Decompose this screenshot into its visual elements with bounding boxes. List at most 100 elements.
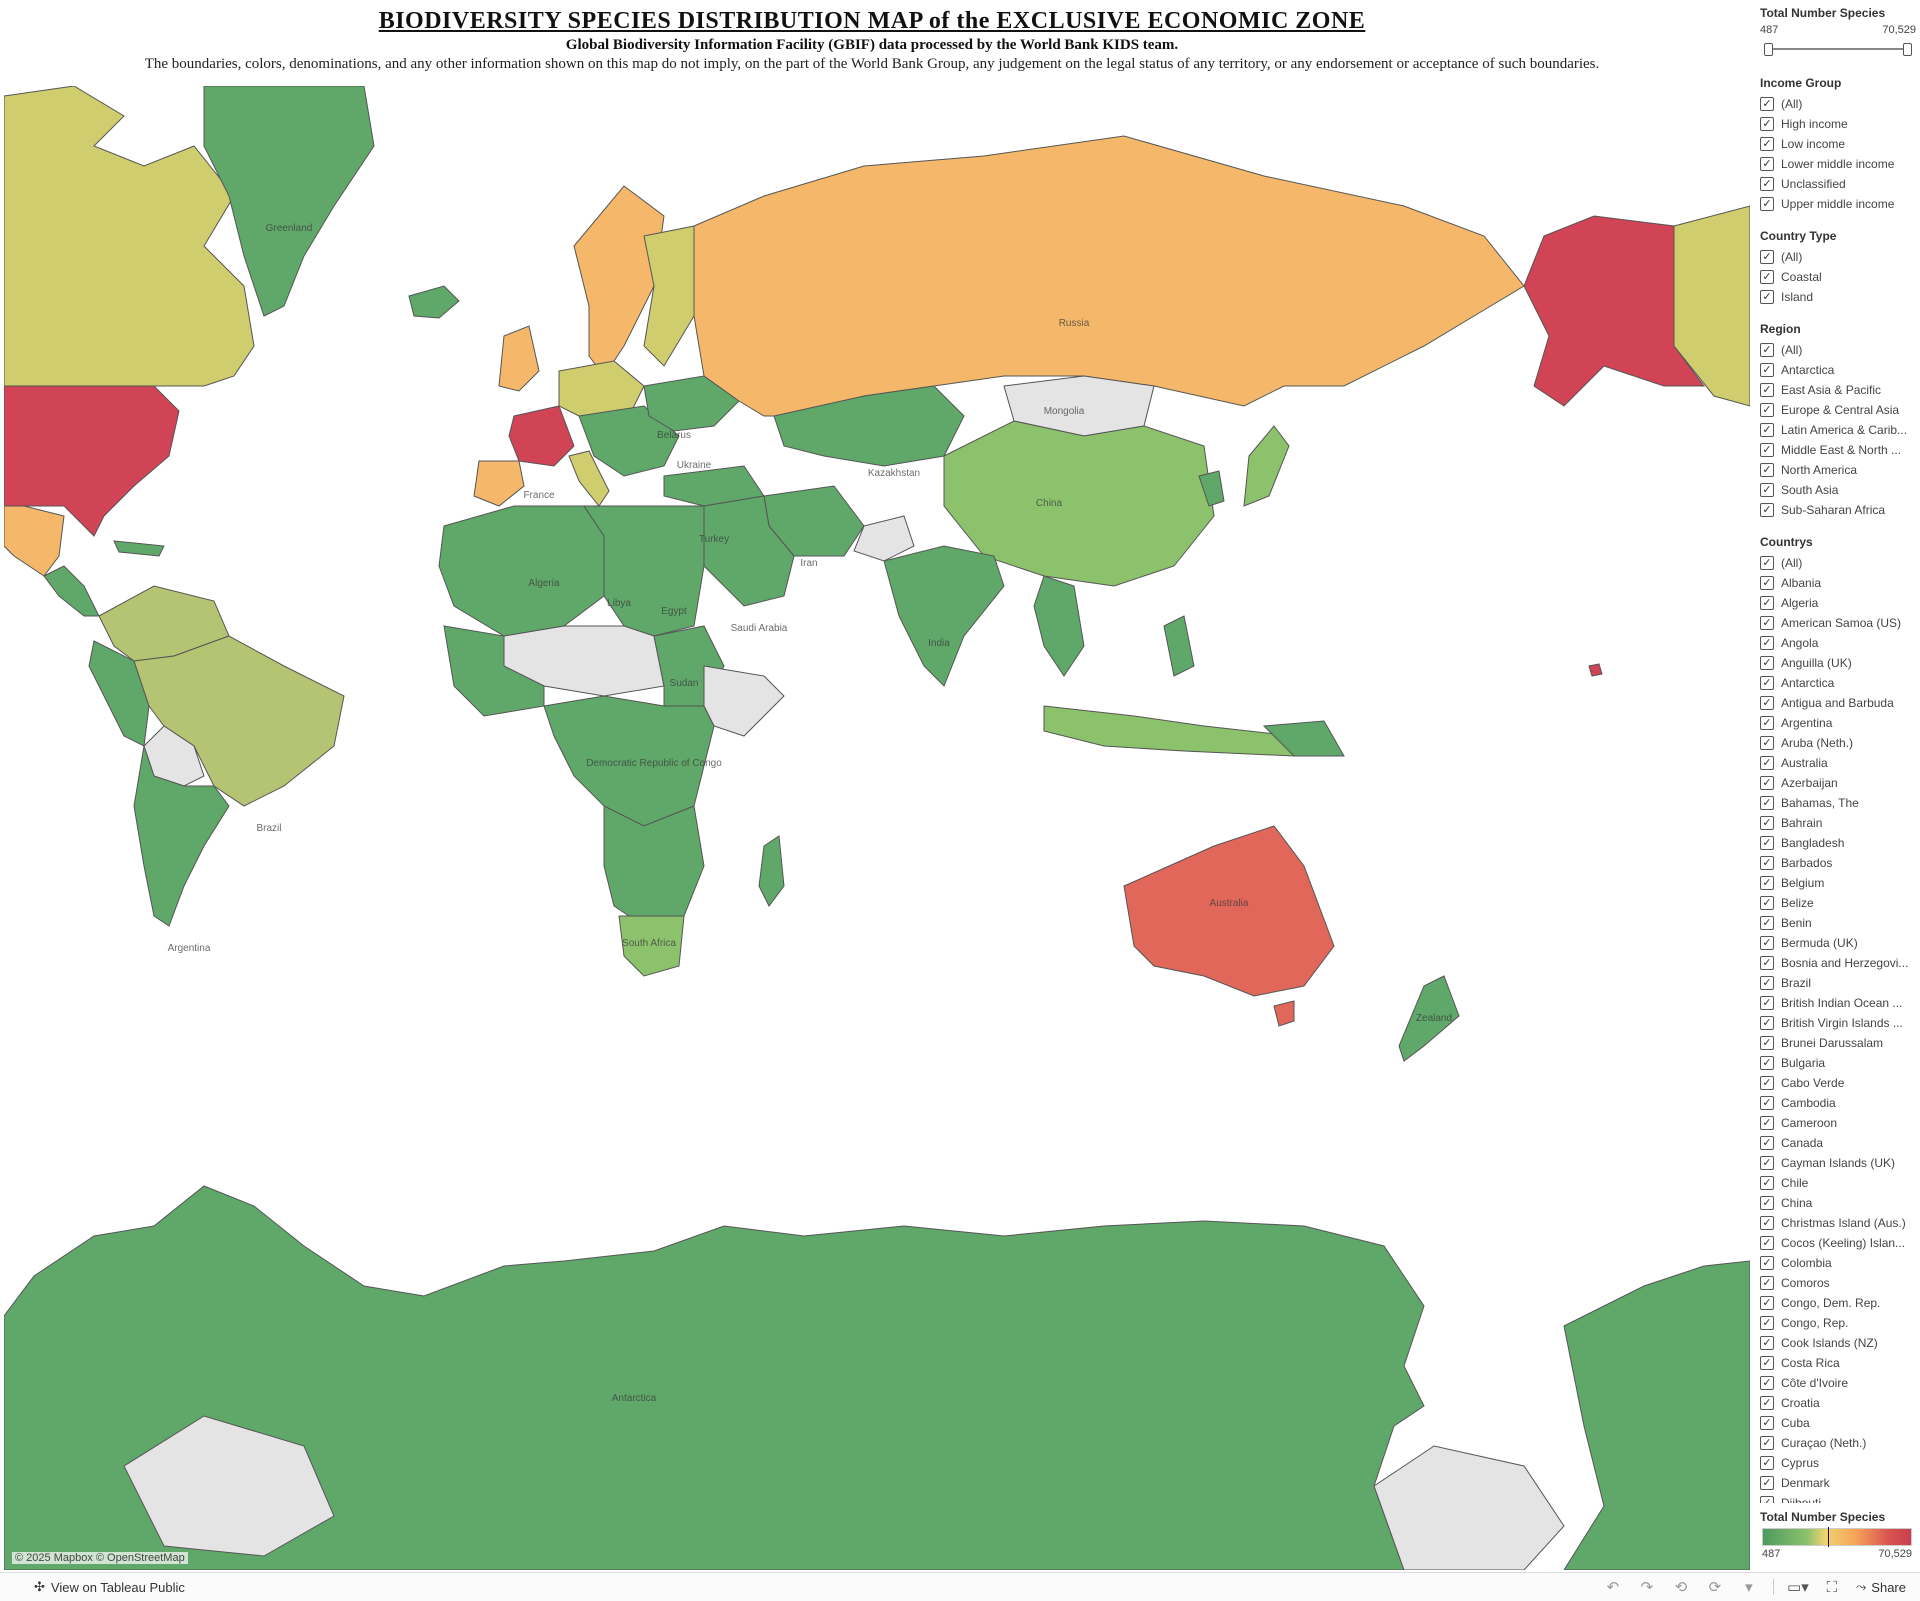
checkbox-checked-icon[interactable]: ✓	[1760, 97, 1774, 111]
scandinavia-region[interactable]	[573, 185, 665, 377]
chile-argentina-region[interactable]	[133, 745, 230, 927]
region-item[interactable]: ✓ Sub-Saharan Africa	[1760, 500, 1920, 520]
map-canvas[interactable]: Greenland Russia Mongolia China Kazakhst…	[4, 86, 1750, 1570]
checkbox-checked-icon[interactable]: ✓	[1760, 916, 1774, 930]
checkbox-checked-icon[interactable]: ✓	[1760, 816, 1774, 830]
horn-africa-region[interactable]	[703, 665, 785, 737]
se-asia-region[interactable]	[1033, 575, 1085, 677]
pause-dropdown-icon[interactable]: ▾	[1745, 1579, 1753, 1596]
uk-region[interactable]	[498, 325, 540, 392]
income-group-item[interactable]: ✓ Lower middle income	[1760, 154, 1920, 174]
checkbox-checked-icon[interactable]: ✓	[1760, 1196, 1774, 1210]
france-region[interactable]	[508, 405, 575, 467]
checkbox-checked-icon[interactable]: ✓	[1760, 1156, 1774, 1170]
country-item[interactable]: ✓ Côte d'Ivoire	[1760, 1373, 1920, 1393]
world-map[interactable]: Greenland Russia Mongolia China Kazakhst…	[4, 86, 1750, 1570]
checkbox-checked-icon[interactable]: ✓	[1760, 696, 1774, 710]
checkbox-checked-icon[interactable]: ✓	[1760, 1216, 1774, 1230]
slider-max-handle[interactable]	[1903, 43, 1912, 56]
country-item[interactable]: ✓ Antigua and Barbuda	[1760, 693, 1920, 713]
country-item[interactable]: ✓ Australia	[1760, 753, 1920, 773]
country-item[interactable]: ✓ Christmas Island (Aus.)	[1760, 1213, 1920, 1233]
country-item[interactable]: ✓ Benin	[1760, 913, 1920, 933]
country-item[interactable]: ✓ Costa Rica	[1760, 1353, 1920, 1373]
checkbox-checked-icon[interactable]: ✓	[1760, 343, 1774, 357]
country-item[interactable]: ✓ Congo, Dem. Rep.	[1760, 1293, 1920, 1313]
checkbox-checked-icon[interactable]: ✓	[1760, 1336, 1774, 1350]
australia-region[interactable]	[1123, 825, 1335, 997]
comment-dropdown-icon[interactable]: ▭▾	[1787, 1579, 1809, 1596]
checkbox-checked-icon[interactable]: ✓	[1760, 636, 1774, 650]
region-item[interactable]: ✓ South Asia	[1760, 480, 1920, 500]
arabia-region[interactable]	[703, 495, 795, 607]
checkbox-checked-icon[interactable]: ✓	[1760, 1036, 1774, 1050]
checkbox-checked-icon[interactable]: ✓	[1760, 1296, 1774, 1310]
checkbox-checked-icon[interactable]: ✓	[1760, 1136, 1774, 1150]
iberia-region[interactable]	[473, 460, 525, 507]
checkbox-checked-icon[interactable]: ✓	[1760, 1356, 1774, 1370]
country-item[interactable]: ✓ Canada	[1760, 1133, 1920, 1153]
map-attribution[interactable]: © 2025 Mapbox © OpenStreetMap	[12, 1552, 188, 1564]
checkbox-checked-icon[interactable]: ✓	[1760, 503, 1774, 517]
china-region[interactable]	[943, 420, 1215, 587]
slider-min-handle[interactable]	[1764, 43, 1773, 56]
country-item[interactable]: ✓ Denmark	[1760, 1473, 1920, 1493]
checkbox-checked-icon[interactable]: ✓	[1760, 1476, 1774, 1490]
checkbox-checked-icon[interactable]: ✓	[1760, 197, 1774, 211]
hawaii-region[interactable]	[1588, 663, 1603, 677]
country-item[interactable]: ✓ Belize	[1760, 893, 1920, 913]
checkbox-checked-icon[interactable]: ✓	[1760, 1416, 1774, 1430]
balkans-region[interactable]	[578, 405, 680, 477]
southern-africa-region[interactable]	[603, 805, 705, 927]
refresh-icon[interactable]: ⟳	[1708, 1579, 1722, 1596]
view-on-tableau-link[interactable]: ✣ View on Tableau Public	[34, 1579, 185, 1595]
checkbox-checked-icon[interactable]: ✓	[1760, 290, 1774, 304]
region-item[interactable]: ✓ East Asia & Pacific	[1760, 380, 1920, 400]
checkbox-checked-icon[interactable]: ✓	[1760, 956, 1774, 970]
checkbox-checked-icon[interactable]: ✓	[1760, 423, 1774, 437]
checkbox-checked-icon[interactable]: ✓	[1760, 836, 1774, 850]
greenland-region[interactable]	[203, 86, 375, 317]
checkbox-checked-icon[interactable]: ✓	[1760, 270, 1774, 284]
country-item[interactable]: ✓ Bahrain	[1760, 813, 1920, 833]
russia-region[interactable]	[693, 135, 1525, 417]
country-item[interactable]: ✓ Anguilla (UK)	[1760, 653, 1920, 673]
country-item[interactable]: ✓ British Indian Ocean ...	[1760, 993, 1920, 1013]
mexico-region[interactable]	[4, 505, 65, 577]
country-item[interactable]: ✓ Curaçao (Neth.)	[1760, 1433, 1920, 1453]
country-item[interactable]: ✓ Albania	[1760, 573, 1920, 593]
undo-icon[interactable]: ↶	[1606, 1579, 1620, 1596]
checkbox-checked-icon[interactable]: ✓	[1760, 250, 1774, 264]
sweden-finland-region[interactable]	[643, 225, 695, 367]
country-item[interactable]: ✓ Chile	[1760, 1173, 1920, 1193]
checkbox-checked-icon[interactable]: ✓	[1760, 117, 1774, 131]
country-item[interactable]: ✓ Bosnia and Herzegovi...	[1760, 953, 1920, 973]
country-item[interactable]: ✓ Colombia	[1760, 1253, 1920, 1273]
range-slider[interactable]	[1764, 42, 1912, 56]
region-item[interactable]: ✓ (All)	[1760, 340, 1920, 360]
country-item[interactable]: ✓ Belgium	[1760, 873, 1920, 893]
checkbox-checked-icon[interactable]: ✓	[1760, 157, 1774, 171]
country-item[interactable]: ✓ Argentina	[1760, 713, 1920, 733]
country-type-item[interactable]: ✓ Island	[1760, 287, 1920, 307]
korea-region[interactable]	[1198, 470, 1225, 507]
slider-track[interactable]	[1764, 48, 1912, 50]
alaska-region[interactable]	[1523, 215, 1705, 407]
checkbox-checked-icon[interactable]: ✓	[1760, 936, 1774, 950]
country-item[interactable]: ✓ Cabo Verde	[1760, 1073, 1920, 1093]
italy-region[interactable]	[568, 450, 610, 507]
country-item[interactable]: ✓ American Samoa (US)	[1760, 613, 1920, 633]
indonesia-region[interactable]	[1043, 705, 1295, 757]
checkbox-checked-icon[interactable]: ✓	[1760, 996, 1774, 1010]
country-item[interactable]: ✓ Bangladesh	[1760, 833, 1920, 853]
checkbox-checked-icon[interactable]: ✓	[1760, 1076, 1774, 1090]
checkbox-checked-icon[interactable]: ✓	[1760, 796, 1774, 810]
country-item[interactable]: ✓ Cambodia	[1760, 1093, 1920, 1113]
iceland-region[interactable]	[408, 285, 460, 319]
checkbox-checked-icon[interactable]: ✓	[1760, 1096, 1774, 1110]
country-item[interactable]: ✓ Bulgaria	[1760, 1053, 1920, 1073]
country-item[interactable]: ✓ Bermuda (UK)	[1760, 933, 1920, 953]
west-africa-region[interactable]	[443, 625, 545, 717]
country-item[interactable]: ✓ Comoros	[1760, 1273, 1920, 1293]
country-item[interactable]: ✓ Brunei Darussalam	[1760, 1033, 1920, 1053]
